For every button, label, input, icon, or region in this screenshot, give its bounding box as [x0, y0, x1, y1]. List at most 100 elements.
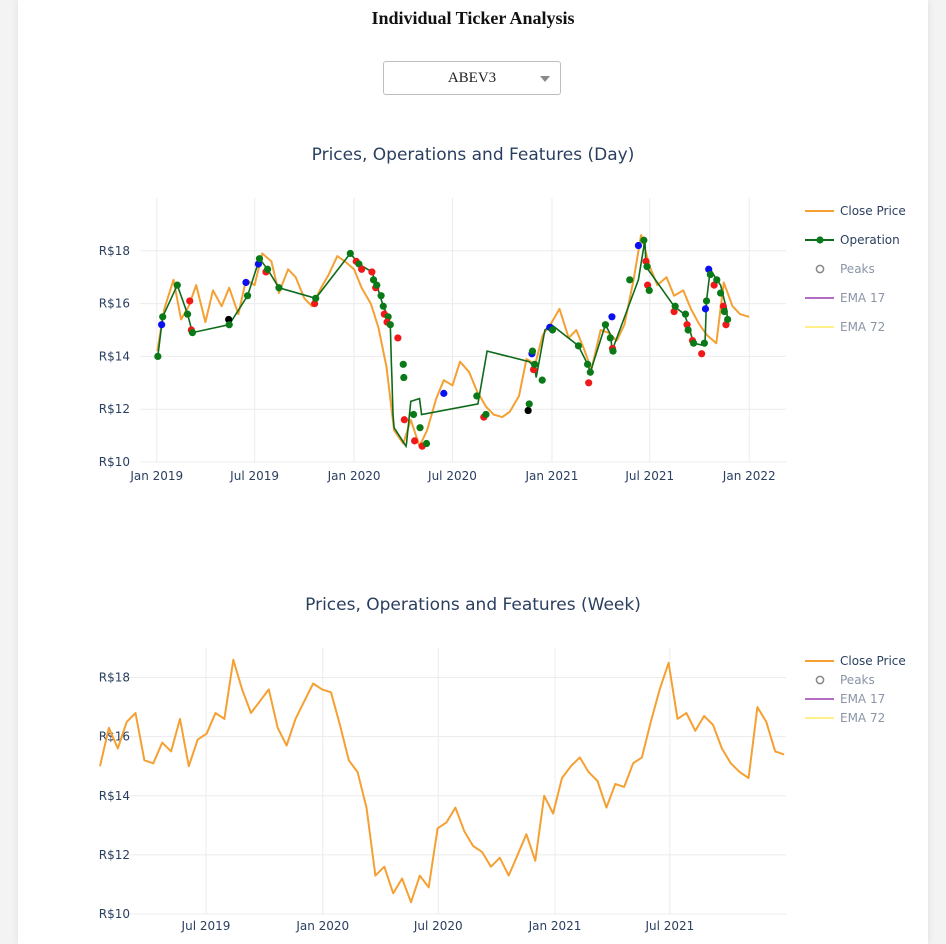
- operation-marker-green[interactable]: [409, 410, 418, 419]
- legend-label: Close Price: [840, 654, 906, 668]
- operation-marker-green[interactable]: [716, 289, 725, 297]
- x-tick-label: Jul 2019: [181, 919, 231, 933]
- legend-item-ema-17[interactable]: EMA 17: [805, 692, 885, 706]
- operation-marker-green[interactable]: [346, 249, 354, 258]
- operation-marker-green[interactable]: [416, 424, 424, 432]
- operation-marker-green[interactable]: [263, 265, 272, 273]
- operation-marker-green[interactable]: [574, 342, 583, 350]
- legend-swatch-marker: [815, 675, 825, 685]
- legend-item-ema-72[interactable]: EMA 72: [805, 320, 885, 334]
- operation-marker-green[interactable]: [681, 310, 690, 318]
- operation-marker-red[interactable]: [186, 297, 194, 305]
- legend-item-ema-17[interactable]: EMA 17: [805, 291, 885, 305]
- y-tick-label: R$14: [99, 349, 130, 363]
- legend-item-close-price[interactable]: Close Price: [805, 204, 906, 218]
- operation-marker-green[interactable]: [713, 276, 721, 284]
- x-tick-label: Jan 2021: [524, 469, 578, 483]
- operation-marker-red[interactable]: [368, 268, 376, 276]
- operation-marker-blue[interactable]: [634, 241, 643, 250]
- operation-marker-black[interactable]: [524, 406, 532, 415]
- operation-marker-green[interactable]: [684, 326, 692, 334]
- operation-marker-green[interactable]: [225, 321, 233, 329]
- operation-marker-green[interactable]: [312, 294, 320, 302]
- x-tick-label: Jan 2020: [295, 919, 349, 933]
- y-tick-label: R$12: [99, 402, 130, 416]
- operation-marker-green[interactable]: [379, 302, 387, 310]
- legend-item-operation[interactable]: Operation: [805, 233, 900, 247]
- legend-item-peaks[interactable]: Peaks: [815, 262, 875, 276]
- legend-label: EMA 72: [840, 320, 885, 334]
- chart-title: Prices, Operations and Features (Day): [312, 145, 635, 165]
- operation-marker-red[interactable]: [394, 334, 402, 342]
- operation-marker-green[interactable]: [706, 270, 714, 279]
- ticker-dropdown[interactable]: ABEV3: [383, 61, 561, 95]
- operation-marker-green[interactable]: [586, 368, 594, 376]
- operation-marker-blue[interactable]: [440, 389, 448, 397]
- operation-marker-green[interactable]: [671, 302, 679, 310]
- operation-marker-green[interactable]: [183, 310, 192, 318]
- operation-marker-blue[interactable]: [242, 278, 250, 287]
- legend-item-ema-72[interactable]: EMA 72: [805, 711, 885, 725]
- operation-marker-blue[interactable]: [158, 321, 166, 329]
- operation-marker-green[interactable]: [689, 339, 698, 347]
- operation-marker-green[interactable]: [609, 347, 617, 355]
- chevron-down-icon[interactable]: [540, 76, 550, 82]
- operation-marker-red[interactable]: [411, 437, 419, 445]
- operation-marker-green[interactable]: [275, 284, 283, 292]
- operation-marker-green[interactable]: [422, 439, 431, 448]
- operation-marker-green[interactable]: [377, 292, 385, 300]
- operation-marker-green[interactable]: [188, 329, 197, 337]
- operation-marker-red[interactable]: [358, 265, 366, 273]
- close-price-line: [99, 658, 785, 904]
- operation-marker-blue[interactable]: [608, 313, 616, 321]
- operation-marker-green[interactable]: [548, 326, 557, 334]
- chart-day: Prices, Operations and Features (Day) R$1…: [99, 145, 906, 483]
- operation-marker-green[interactable]: [626, 276, 634, 284]
- operation-marker-blue[interactable]: [701, 305, 710, 313]
- operation-marker-green[interactable]: [601, 321, 610, 329]
- x-tick-label: Jul 2021: [624, 469, 674, 483]
- y-tick-label: R$10: [99, 455, 130, 469]
- operation-marker-green[interactable]: [482, 410, 490, 419]
- legend-item-close-price[interactable]: Close Price: [805, 654, 906, 668]
- operation-marker-green[interactable]: [400, 373, 408, 382]
- y-tick-label: R$14: [99, 789, 130, 803]
- legend-item-peaks[interactable]: Peaks: [815, 673, 875, 687]
- page-card: [18, 0, 928, 944]
- operation-marker-green[interactable]: [528, 347, 537, 355]
- operation-marker-green[interactable]: [373, 281, 381, 289]
- operation-marker-green[interactable]: [173, 281, 181, 289]
- operation-marker-green[interactable]: [700, 339, 708, 347]
- operation-marker-green[interactable]: [643, 263, 651, 271]
- operation-marker-black[interactable]: [225, 315, 233, 324]
- operation-marker-green[interactable]: [154, 352, 162, 360]
- operation-marker-red[interactable]: [400, 416, 408, 424]
- operation-marker-green[interactable]: [538, 376, 546, 384]
- legend-label: EMA 72: [840, 711, 885, 725]
- operation-marker-green[interactable]: [640, 236, 648, 244]
- page-title: Individual Ticker Analysis: [371, 8, 575, 28]
- operation-marker-green[interactable]: [584, 360, 592, 368]
- legend-label: Close Price: [840, 204, 906, 218]
- operation-marker-green[interactable]: [702, 297, 711, 305]
- operation-marker-green[interactable]: [159, 313, 167, 321]
- operation-marker-green[interactable]: [255, 255, 264, 263]
- operation-marker-green[interactable]: [724, 315, 732, 324]
- operation-marker-red[interactable]: [698, 350, 706, 358]
- operation-marker-green[interactable]: [525, 400, 533, 408]
- operation-marker-green[interactable]: [386, 321, 394, 329]
- operation-marker-green[interactable]: [399, 360, 407, 368]
- operation-marker-green[interactable]: [720, 307, 728, 316]
- operation-marker-red[interactable]: [585, 379, 593, 387]
- operation-marker-green[interactable]: [606, 334, 614, 342]
- y-tick-label: R$18: [99, 671, 130, 685]
- operation-marker-green[interactable]: [645, 286, 653, 294]
- operation-marker-green[interactable]: [473, 392, 481, 400]
- operation-marker-green[interactable]: [531, 360, 539, 368]
- operation-marker-green[interactable]: [369, 276, 378, 284]
- x-tick-label: Jul 2020: [413, 919, 463, 933]
- y-tick-label: R$12: [99, 848, 130, 862]
- chart-title: Prices, Operations and Features (Week): [305, 595, 641, 615]
- operation-marker-green[interactable]: [243, 292, 252, 300]
